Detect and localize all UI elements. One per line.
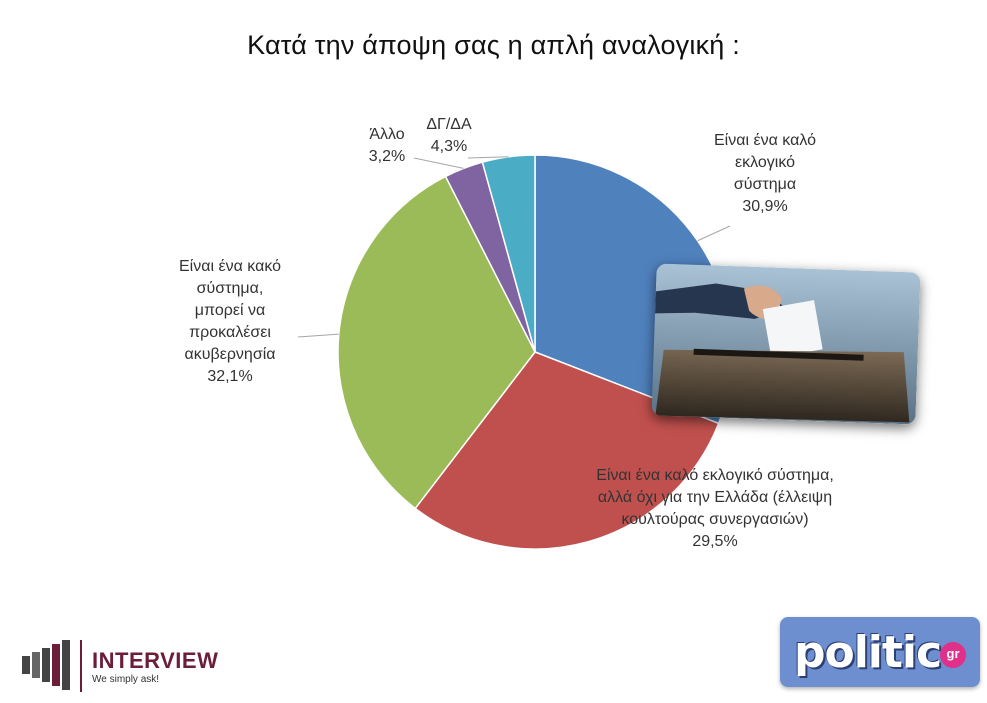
- politic-gr-badge: gr: [940, 642, 966, 668]
- interview-logo: [20, 638, 250, 694]
- interview-name: INTERVIEW: [92, 648, 219, 673]
- leader-line: [413, 157, 464, 169]
- interview-bars-icon: [22, 640, 82, 692]
- politic-logo: politic gr: [780, 617, 980, 687]
- slice-label-good-system: Είναι ένα καλό εκλογικό σύστημα 30,9%: [713, 132, 816, 215]
- ballot-box-photo: [651, 263, 921, 425]
- slice-label-good-not-greece: Είναι ένα καλό εκλογικό σύστημα, αλλά όχ…: [596, 467, 834, 550]
- leader-line: [297, 333, 339, 338]
- leader-line: [697, 225, 731, 242]
- slice-label-bad-system: Είναι ένα κακό σύστημα, μπορεί να προκαλ…: [178, 258, 282, 385]
- leader-line: [467, 156, 509, 159]
- chart-title: Κατά την άποψη σας η απλή αναλογική :: [247, 30, 740, 60]
- slice-dk-na: [481, 154, 536, 353]
- slice-good-not-greece: [414, 351, 720, 550]
- slice-label-other: Άλλο 3,2%: [368, 126, 406, 165]
- politic-name: politic: [794, 627, 942, 678]
- slice-label-dk-na: ΔΓ/ΔΑ 4,3%: [426, 116, 472, 155]
- slice-bad-system: [337, 175, 536, 510]
- interview-tagline: We simply ask!: [92, 674, 160, 685]
